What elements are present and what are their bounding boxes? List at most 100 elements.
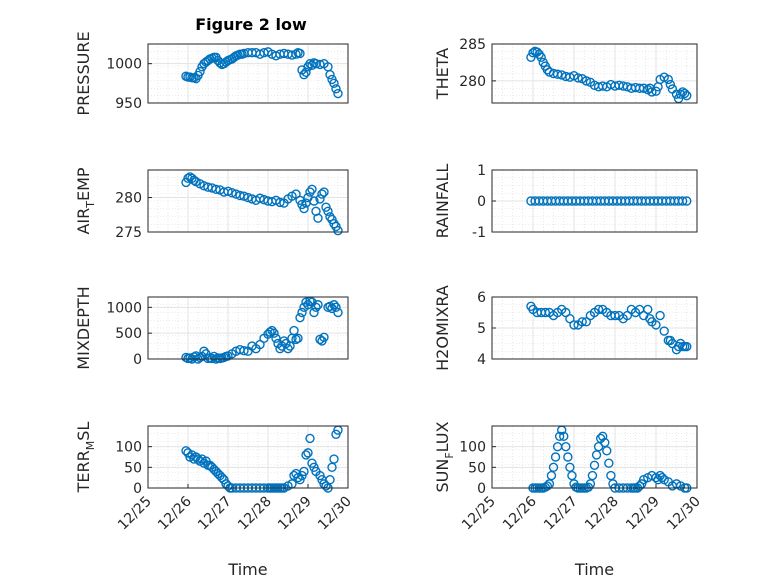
y-axis-label: AIRTEMP <box>74 167 97 234</box>
data-point <box>618 81 628 91</box>
data-point <box>275 197 285 208</box>
y-tick-label: 0 <box>133 481 142 497</box>
subplot-mixdepth: 0 500 1000 MIXDEPTH <box>74 286 349 370</box>
data-point <box>682 341 692 352</box>
subplot-h2omixra: 4 5 6 H2OMIXRA <box>433 285 698 371</box>
axes-frame <box>491 425 698 489</box>
data-point <box>323 206 333 217</box>
subplot-theta: 280 285 THETA <box>433 37 698 104</box>
data-point <box>333 307 343 318</box>
data-point <box>550 452 561 462</box>
data-point <box>327 462 337 473</box>
y-tick-label: 6 <box>477 290 486 306</box>
data-point <box>593 304 604 315</box>
data-point <box>563 452 573 462</box>
data-point <box>581 76 591 86</box>
data-point <box>602 446 612 456</box>
data-point <box>211 184 221 194</box>
data-point <box>655 310 665 321</box>
data-point <box>255 193 265 203</box>
y-axis-label: RAINFALL <box>433 164 452 239</box>
data-point <box>659 326 669 336</box>
y-axis-label: SUNFLUX <box>433 421 456 492</box>
axes-frame <box>147 296 349 360</box>
data-point <box>227 188 237 198</box>
data-point <box>325 475 335 485</box>
data-point <box>317 189 327 199</box>
data-point <box>291 49 301 59</box>
data-point <box>329 219 339 229</box>
data-point <box>267 325 277 336</box>
data-point <box>329 78 339 89</box>
y-tick-label: 950 <box>115 96 142 112</box>
data-point <box>548 462 559 473</box>
y-tick-label: 100 <box>459 440 486 456</box>
data-point <box>325 69 335 80</box>
data-point <box>301 297 311 307</box>
y-tick-label: 0 <box>477 481 486 497</box>
data-point <box>651 320 661 330</box>
y-tick-label: 5 <box>477 321 486 337</box>
data-point <box>297 307 307 318</box>
y-tick-label: 285 <box>459 37 486 53</box>
data-point <box>299 466 309 477</box>
data-point <box>542 481 553 491</box>
data-point <box>313 300 323 310</box>
data-point <box>554 431 565 442</box>
data-point <box>311 302 321 313</box>
y-axis-label: MIXDEPTH <box>74 286 93 369</box>
data-point <box>313 213 323 223</box>
data-point <box>639 83 649 93</box>
data-point <box>239 346 249 356</box>
data-point <box>293 333 303 344</box>
data-point <box>223 186 233 197</box>
data-point <box>552 69 563 79</box>
data-point <box>333 225 343 236</box>
y-tick-label: 0 <box>477 194 486 210</box>
data-point <box>331 84 341 94</box>
data-point <box>289 325 299 336</box>
data-point <box>305 187 315 197</box>
data-point <box>559 431 569 442</box>
subplot-pressure: 950 1000 PRESSURE <box>74 31 349 116</box>
data-point <box>307 184 317 194</box>
data-point <box>243 192 253 203</box>
data-point <box>591 450 602 460</box>
data-point <box>303 448 313 458</box>
data-point <box>600 437 610 448</box>
y-tick-label: 100 <box>115 440 142 456</box>
data-point <box>283 343 293 354</box>
axes-frame <box>491 169 698 233</box>
data-point <box>610 310 620 321</box>
data-point <box>305 433 315 444</box>
data-point <box>315 194 325 204</box>
data-point <box>544 67 555 77</box>
data-point <box>319 332 329 342</box>
data-point <box>269 328 279 338</box>
data-point <box>309 196 319 206</box>
data-point <box>587 470 598 481</box>
data-point <box>331 302 341 313</box>
data-point <box>305 58 315 69</box>
y-tick-label: 1000 <box>106 300 142 316</box>
y-tick-label: 280 <box>459 74 486 90</box>
axes-frame <box>147 425 349 489</box>
data-point <box>577 317 587 327</box>
data-point <box>279 336 289 346</box>
data-point <box>567 470 577 481</box>
data-point <box>604 458 614 468</box>
data-point <box>663 74 673 85</box>
data-point <box>319 187 329 197</box>
x-axis-label: Time <box>227 560 267 579</box>
y-tick-label: 50 <box>124 460 142 476</box>
data-point <box>301 450 311 460</box>
data-point <box>546 470 557 481</box>
y-tick-label: 275 <box>115 225 142 241</box>
y-tick-label: 1 <box>477 163 486 179</box>
data-point <box>682 196 692 206</box>
data-point <box>573 73 583 83</box>
axes-frame <box>147 169 349 233</box>
data-point <box>183 173 193 183</box>
x-axis-label: Time <box>574 560 614 579</box>
